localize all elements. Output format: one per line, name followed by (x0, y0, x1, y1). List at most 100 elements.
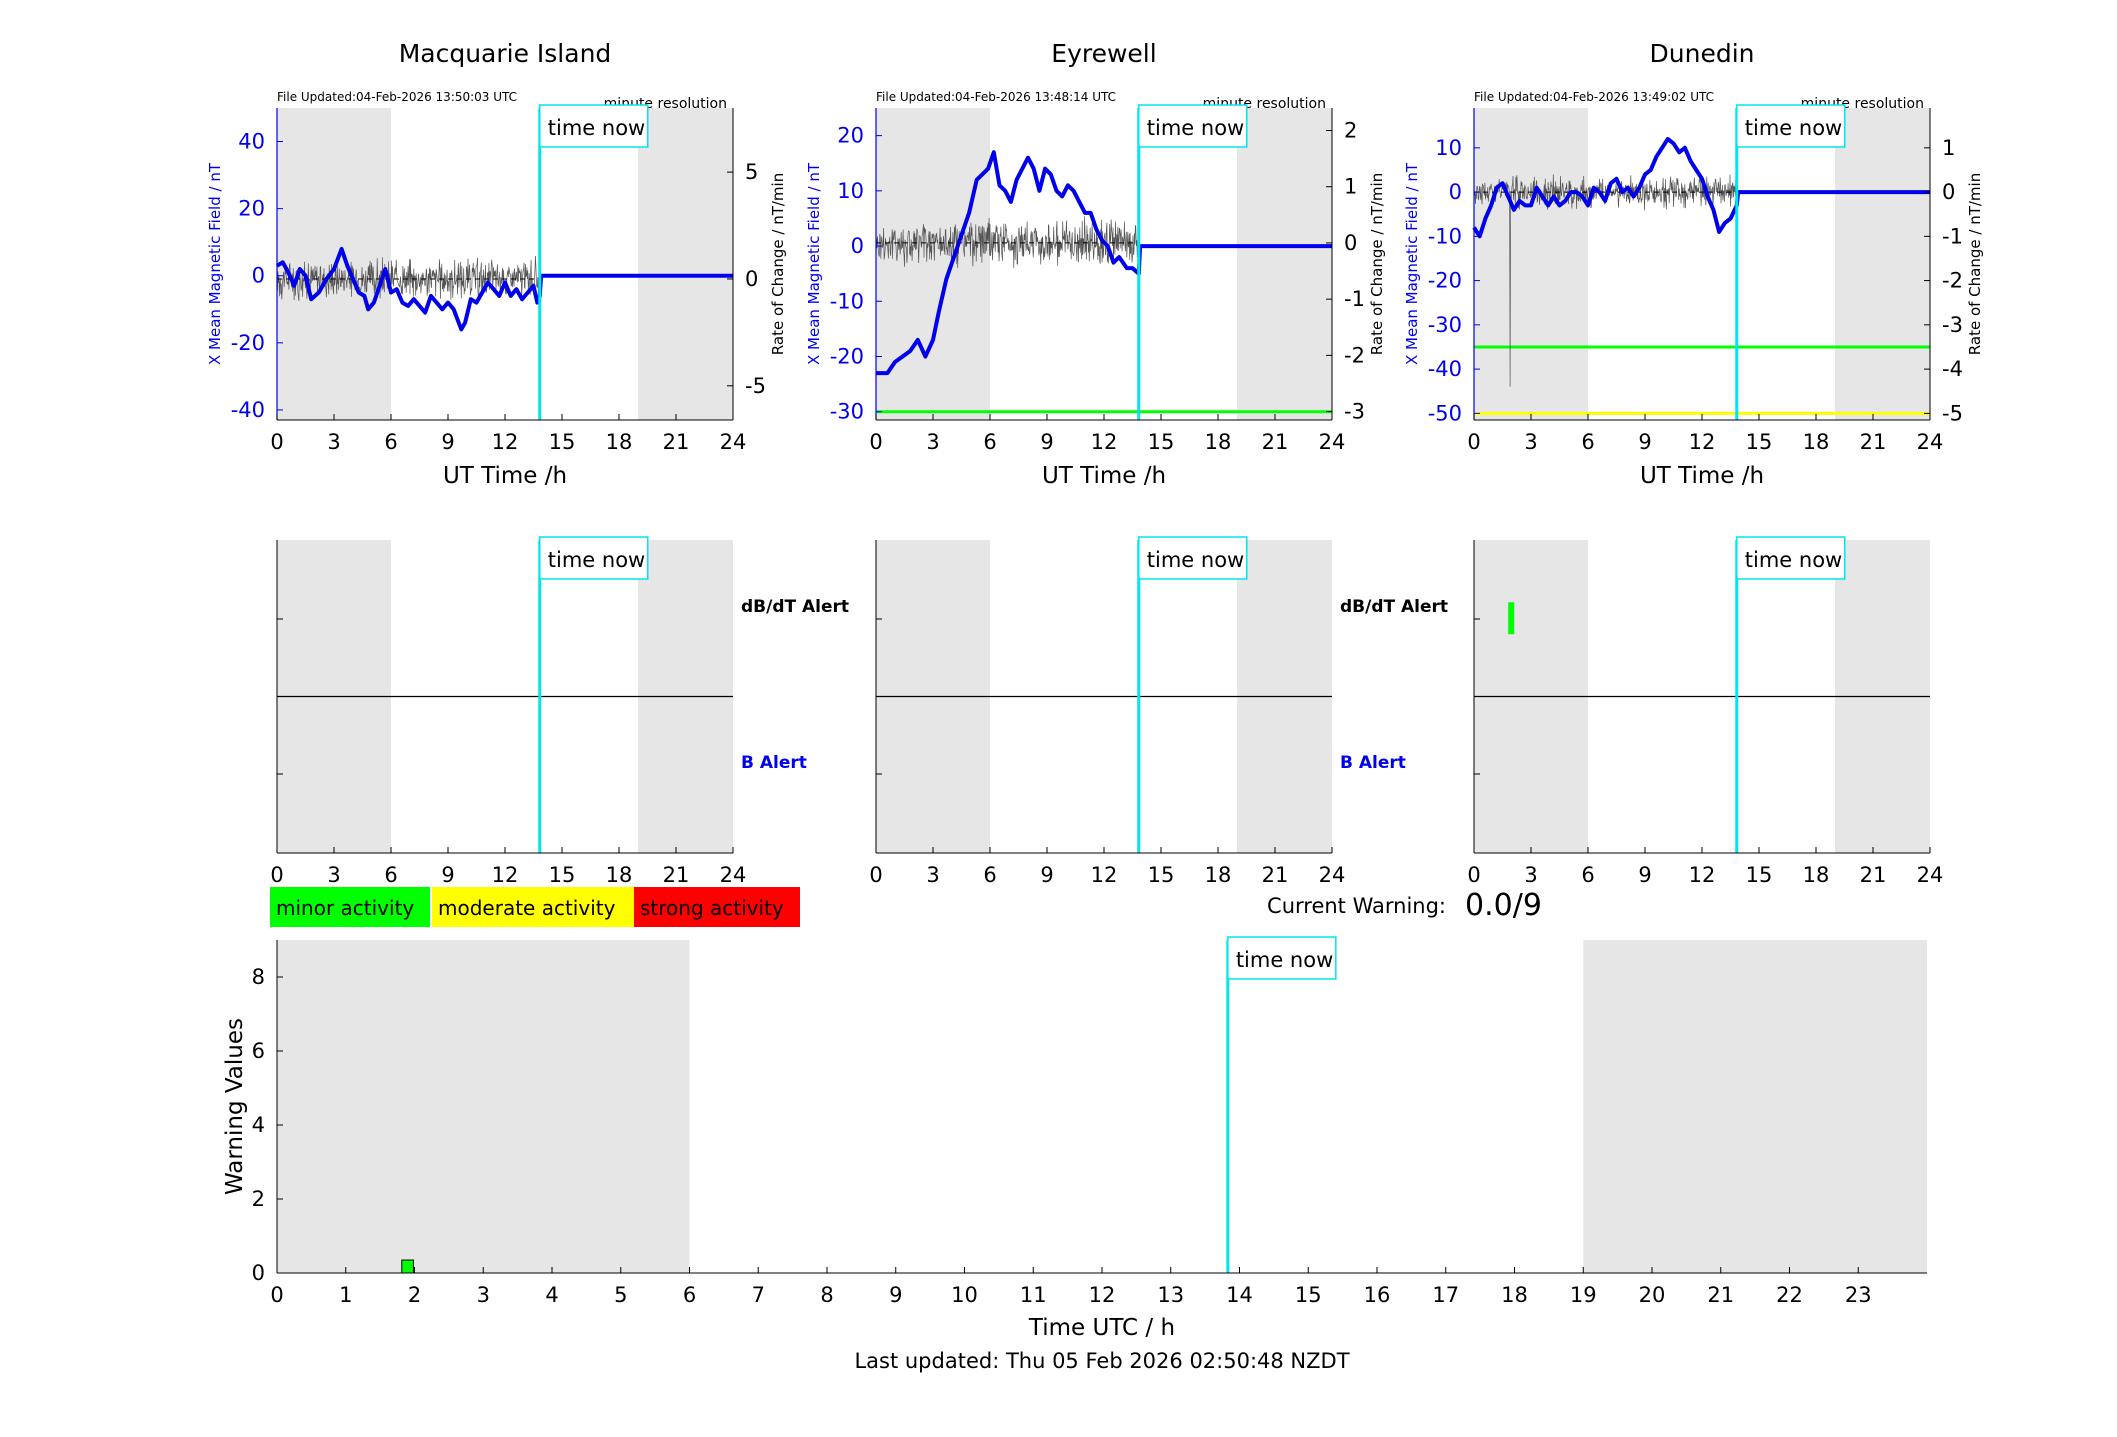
y-axis-label: Warning Values (222, 1018, 248, 1195)
rate-of-change-line (276, 255, 541, 301)
legend-swatch (634, 887, 800, 927)
x-tick-label: 9 (441, 430, 454, 454)
y-left-tick-label: 10 (837, 179, 864, 203)
x-tick-label: 15 (1148, 430, 1175, 454)
y-right-tick-label: 1 (1344, 175, 1357, 199)
y-right-tick-label: -3 (1942, 313, 1963, 337)
y-tick-label: 0 (252, 1261, 265, 1285)
x-tick-label: 0 (1467, 863, 1480, 887)
x-tick-label: 9 (889, 1283, 902, 1307)
night-shading (1583, 940, 1927, 1273)
y-left-tick-label: -40 (1428, 357, 1462, 381)
rate-of-change-line (875, 216, 1140, 269)
x-axis-label: UT Time /h (1640, 463, 1764, 489)
y-right-axis-label: Rate of Change / nT/min (769, 173, 787, 355)
time-now-box (1227, 936, 1337, 980)
y-right-axis-label: Rate of Change / nT/min (1966, 173, 1984, 355)
time-now-label: time now (1745, 116, 1842, 140)
x-tick-label: 1 (339, 1283, 352, 1307)
x-tick-label: 12 (1089, 1283, 1116, 1307)
time-now-label: time now (1147, 116, 1244, 140)
y-right-tick-label: 5 (745, 160, 758, 184)
y-right-axis-label: Rate of Change / nT/min (1368, 173, 1386, 355)
legend-swatch (432, 887, 634, 927)
x-tick-label: 6 (983, 430, 996, 454)
x-tick-label: 24 (1917, 430, 1944, 454)
night-shading (876, 108, 990, 420)
x-tick-label: 8 (820, 1283, 833, 1307)
b-alert-label: B Alert (741, 753, 807, 773)
x-tick-label: 10 (951, 1283, 978, 1307)
time-now-box (539, 104, 649, 148)
time-now-label: time now (1236, 948, 1333, 972)
alert-panel-2: time now 0 3 6 9 12 15 18 21 24 dB/dT Alert B Alert (869, 536, 1448, 887)
y-left-axis-label: X Mean Magnetic Field / nT (1403, 162, 1421, 365)
activity-legend: minor activity moderate activity strong ac… (270, 887, 800, 927)
x-tick-label: 15 (1746, 430, 1773, 454)
y-tick-label: 2 (252, 1187, 265, 1211)
time-now-box (1138, 536, 1248, 580)
y-left-tick-label: -40 (231, 398, 265, 422)
x-tick-label: 3 (926, 863, 939, 887)
x-tick-label: 18 (606, 430, 633, 454)
y-left-tick-label: -30 (1428, 313, 1462, 337)
x-tick-label: 14 (1226, 1283, 1253, 1307)
panel-title: Macquarie Island (399, 39, 612, 68)
y-right-tick-label: 1 (1942, 136, 1955, 160)
x-tick-label: 15 (549, 863, 576, 887)
time-now-label: time now (548, 116, 645, 140)
warning-bar (401, 1259, 414, 1274)
x-tick-label: 16 (1364, 1283, 1391, 1307)
night-shading (638, 108, 733, 420)
panel-title: Dunedin (1650, 39, 1755, 68)
x-tick-label: 0 (1467, 430, 1480, 454)
y-tick-label: 4 (252, 1113, 265, 1137)
x-tick-label: 20 (1639, 1283, 1666, 1307)
alert-panel-1: time now 0 3 6 9 12 15 18 21 24 dB/dT Alert B Alert (270, 536, 849, 887)
y-right-tick-label: -2 (1344, 343, 1365, 367)
y-left-tick-label: -10 (830, 289, 864, 313)
x-tick-label: 6 (983, 863, 996, 887)
current-warning-value: 0.0/9 (1465, 888, 1542, 923)
field-panel-2: Eyrewell File Updated:04-Feb-2026 13:48:1… (805, 39, 1386, 489)
y-left-axis-label: X Mean Magnetic Field / nT (805, 162, 823, 365)
x-tick-label: 22 (1776, 1283, 1803, 1307)
y-right-tick-label: -4 (1942, 357, 1963, 381)
x-tick-label: 0 (270, 430, 283, 454)
x-tick-label: 15 (549, 430, 576, 454)
time-now-box (539, 536, 649, 580)
y-right-tick-label: -1 (1942, 224, 1963, 248)
x-tick-label: 18 (1803, 863, 1830, 887)
y-right-tick-label: -5 (745, 374, 766, 398)
x-tick-label: 21 (1262, 430, 1289, 454)
y-left-tick-label: -20 (830, 344, 864, 368)
x-tick-label: 0 (270, 1283, 283, 1307)
x-tick-label: 21 (663, 863, 690, 887)
legend-label: moderate activity (438, 896, 616, 920)
y-right-tick-label: -5 (1942, 401, 1963, 425)
x-tick-label: 9 (441, 863, 454, 887)
x-tick-label: 21 (1860, 863, 1887, 887)
x-tick-label: 24 (1917, 863, 1944, 887)
y-left-tick-label: 20 (837, 124, 864, 148)
x-tick-label: 18 (606, 863, 633, 887)
x-tick-label: 9 (1040, 430, 1053, 454)
y-left-tick-label: 0 (851, 234, 864, 258)
file-updated-label: File Updated:04-Feb-2026 13:48:14 UTC (876, 90, 1116, 104)
x-tick-label: 12 (1689, 430, 1716, 454)
current-warning-label: Current Warning: (1267, 894, 1446, 918)
time-now-box (1736, 536, 1846, 580)
y-right-tick-label: 0 (745, 267, 758, 291)
night-shading (1835, 108, 1930, 420)
time-now-box (1138, 104, 1248, 148)
alert-bar (1508, 602, 1515, 635)
time-now-box (1736, 104, 1846, 148)
x-tick-label: 23 (1845, 1283, 1872, 1307)
x-tick-label: 18 (1803, 430, 1830, 454)
x-tick-label: 21 (1707, 1283, 1734, 1307)
x-axis-label: UT Time /h (443, 463, 567, 489)
y-left-tick-label: 40 (238, 130, 265, 154)
x-tick-label: 6 (384, 430, 397, 454)
x-tick-label: 0 (869, 863, 882, 887)
